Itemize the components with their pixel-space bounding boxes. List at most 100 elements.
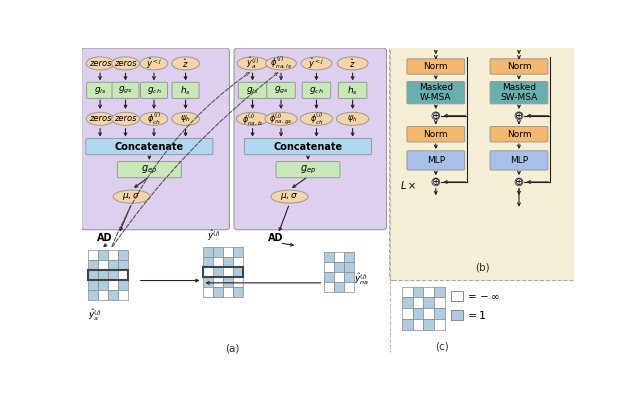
Text: Norm: Norm [424,130,448,139]
Text: $\oplus$: $\oplus$ [515,110,524,121]
FancyBboxPatch shape [407,82,465,104]
Bar [402,287,413,298]
Bar [424,298,435,308]
FancyBboxPatch shape [490,126,548,142]
Bar [98,290,108,300]
Bar [108,250,118,260]
Text: (b): (b) [475,262,490,272]
Text: $\phi_{na,ls}^{(j)}$: $\phi_{na,ls}^{(j)}$ [242,111,263,127]
Text: $\oplus$: $\oplus$ [515,176,524,188]
Bar [435,319,445,330]
Bar [98,280,108,290]
Text: MLP: MLP [427,156,445,165]
Bar [223,277,234,287]
Text: $g_{ch}$: $g_{ch}$ [147,85,161,96]
FancyBboxPatch shape [390,46,575,280]
Ellipse shape [337,112,369,125]
Bar [424,308,435,319]
Text: $\phi_{na,gs}^{(j)}$: $\phi_{na,gs}^{(j)}$ [269,111,292,126]
Text: $\psi_h$: $\psi_h$ [180,113,191,124]
Bar [204,257,213,267]
Bar [108,290,118,300]
Text: $g_{gs}$: $g_{gs}$ [118,85,133,96]
FancyBboxPatch shape [86,82,113,98]
Ellipse shape [300,112,333,125]
Bar [118,280,128,290]
Circle shape [432,112,440,120]
Text: $g_{ep}$: $g_{ep}$ [300,164,316,176]
Ellipse shape [337,57,368,70]
Ellipse shape [271,190,308,203]
Text: $\mu, \sigma$: $\mu, \sigma$ [122,191,141,202]
Bar [88,270,128,280]
Bar [108,270,118,280]
FancyBboxPatch shape [238,82,267,98]
Bar [413,287,424,298]
Text: $\phi_{ch}^{(j)}$: $\phi_{ch}^{(j)}$ [310,111,323,127]
Bar [344,282,354,292]
FancyBboxPatch shape [490,59,548,74]
Bar [118,250,128,260]
Bar [234,267,243,277]
Text: $\hat{y}_{na}^{(j)}$: $\hat{y}_{na}^{(j)}$ [354,272,369,286]
Bar [324,252,334,262]
Text: (a): (a) [225,343,240,353]
Bar [213,277,223,287]
Bar [98,270,108,280]
Text: $g_{ls}$: $g_{ls}$ [93,85,106,96]
Text: $\hat{y}_a^{(j)}$: $\hat{y}_a^{(j)}$ [246,56,259,71]
Text: (c): (c) [435,342,449,352]
Text: Norm: Norm [507,130,531,139]
Text: $= 1$: $= 1$ [465,309,486,321]
FancyBboxPatch shape [112,82,139,98]
Text: $= -\infty$: $= -\infty$ [465,291,500,301]
Bar [88,290,98,300]
FancyBboxPatch shape [86,138,213,155]
FancyBboxPatch shape [172,82,199,98]
Bar [118,260,128,270]
Bar [204,267,243,277]
Bar [435,308,445,319]
Bar [213,257,223,267]
FancyBboxPatch shape [490,151,548,170]
FancyBboxPatch shape [117,162,181,178]
Bar [204,287,213,297]
Bar [204,267,213,277]
Text: zeros: zeros [114,114,137,123]
Bar [344,272,354,282]
Bar [223,267,234,277]
Bar [223,257,234,267]
FancyBboxPatch shape [339,82,367,98]
Ellipse shape [86,112,114,125]
Text: $h_s$: $h_s$ [347,84,358,96]
Text: $\hat{z}$: $\hat{z}$ [349,57,356,70]
Bar [98,250,108,260]
Text: AD: AD [97,233,113,243]
Text: $\mu, \sigma$: $\mu, \sigma$ [280,191,299,202]
Ellipse shape [236,112,269,125]
Ellipse shape [140,112,168,125]
Bar [451,310,463,320]
Bar [451,290,463,300]
Bar [344,262,354,272]
FancyBboxPatch shape [490,82,548,104]
Text: $g_{ch}$: $g_{ch}$ [309,85,324,96]
Ellipse shape [265,112,297,125]
Ellipse shape [301,57,332,70]
Bar [324,262,334,272]
Bar [334,282,344,292]
Ellipse shape [140,57,168,70]
Bar [108,280,118,290]
FancyBboxPatch shape [82,48,230,230]
Ellipse shape [266,57,296,70]
Ellipse shape [113,190,150,203]
Bar [402,308,413,319]
Ellipse shape [237,57,268,70]
Text: Norm: Norm [424,62,448,71]
Ellipse shape [172,57,200,70]
Bar [402,319,413,330]
Text: Concatenate: Concatenate [115,142,184,152]
Bar [204,277,213,287]
Bar [402,298,413,308]
FancyBboxPatch shape [141,82,168,98]
